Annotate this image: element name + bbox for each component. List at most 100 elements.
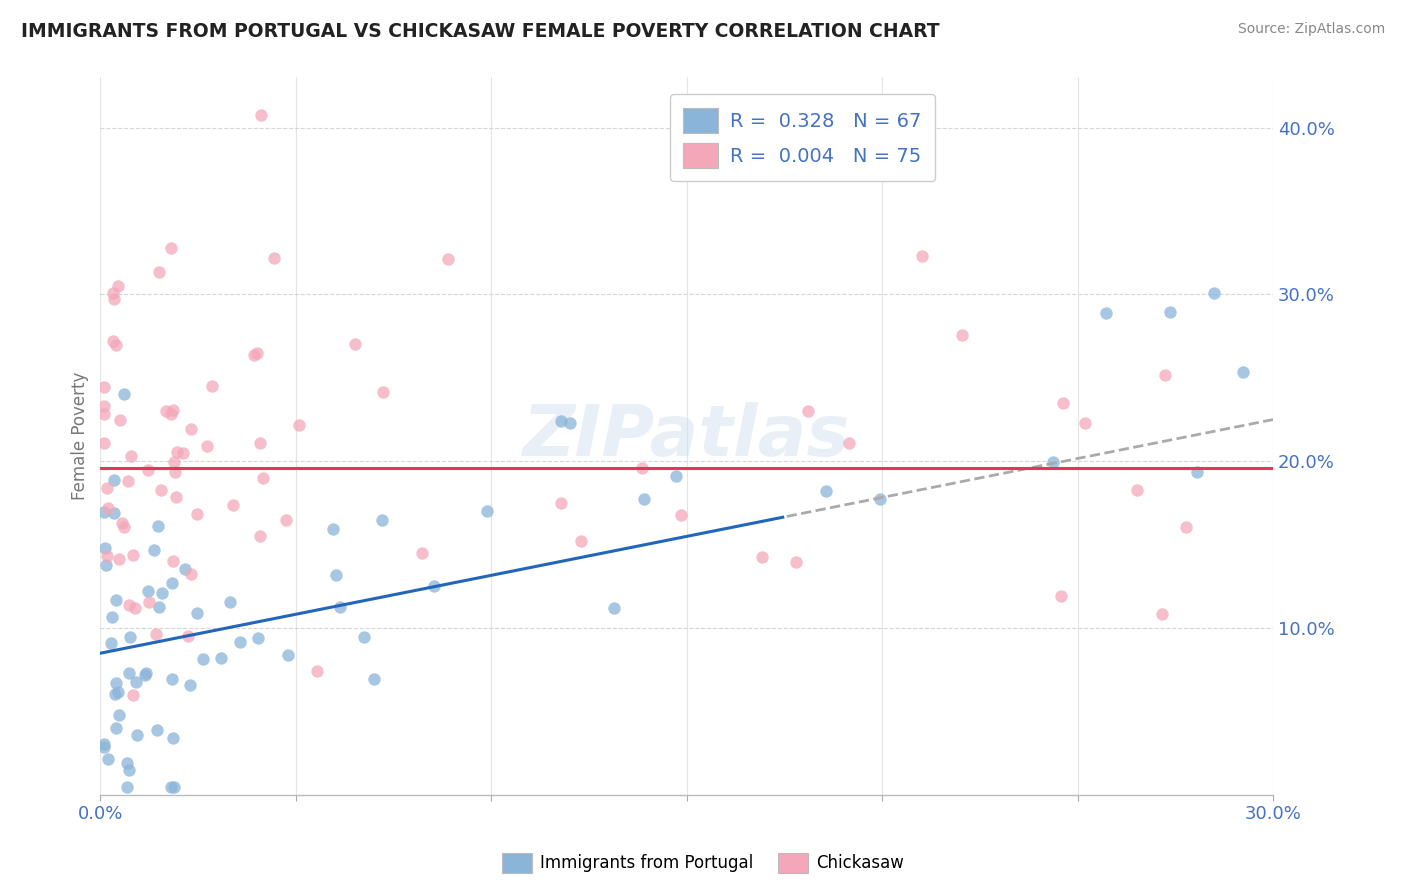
Point	[250, 108, 273, 122]
Point	[112, 387, 135, 401]
Point	[112, 520, 135, 534]
Point	[117, 475, 139, 489]
Legend: R =  0.328   N = 67, R =  0.004   N = 75: R = 0.328 N = 67, R = 0.004 N = 75	[669, 95, 935, 181]
Point	[305, 665, 328, 679]
Point	[186, 507, 208, 521]
Point	[373, 385, 395, 400]
Point	[162, 403, 184, 417]
Point	[602, 601, 624, 615]
Point	[155, 403, 177, 417]
Point	[288, 418, 311, 433]
Point	[838, 436, 860, 450]
Point	[249, 436, 271, 450]
Point	[105, 592, 128, 607]
Point	[329, 600, 352, 615]
Point	[229, 635, 252, 649]
Point	[1126, 483, 1149, 498]
Point	[209, 651, 232, 665]
Point	[125, 728, 148, 742]
Point	[148, 265, 170, 279]
Point	[797, 403, 820, 417]
Point	[122, 688, 145, 702]
Point	[343, 336, 366, 351]
Point	[103, 473, 125, 487]
Point	[411, 546, 433, 560]
Point	[1152, 607, 1174, 621]
Point	[246, 631, 269, 645]
Point	[149, 483, 172, 497]
Point	[118, 630, 141, 644]
Point	[136, 584, 159, 599]
Point	[252, 471, 274, 485]
Point	[96, 481, 118, 495]
Point	[325, 567, 347, 582]
Point	[249, 529, 271, 543]
Point	[166, 445, 188, 459]
Point	[97, 500, 120, 515]
Text: IMMIGRANTS FROM PORTUGAL VS CHICKASAW FEMALE POVERTY CORRELATION CHART: IMMIGRANTS FROM PORTUGAL VS CHICKASAW FE…	[21, 22, 939, 41]
Y-axis label: Female Poverty: Female Poverty	[72, 372, 89, 500]
Point	[550, 414, 572, 428]
Point	[160, 672, 183, 686]
Point	[159, 780, 181, 794]
Point	[162, 553, 184, 567]
Point	[243, 348, 266, 362]
Point	[174, 562, 197, 576]
Point	[159, 241, 181, 255]
Point	[108, 708, 131, 723]
Point	[1185, 465, 1208, 479]
Point	[162, 731, 184, 745]
Point	[180, 421, 202, 435]
Point	[120, 449, 142, 463]
Point	[437, 252, 460, 267]
Point	[93, 380, 115, 394]
Point	[274, 513, 297, 527]
Point	[1202, 285, 1225, 300]
Legend: Immigrants from Portugal, Chickasaw: Immigrants from Portugal, Chickasaw	[495, 847, 911, 880]
Point	[163, 465, 186, 479]
Point	[105, 721, 128, 735]
Point	[246, 346, 269, 360]
Point	[118, 599, 141, 613]
Point	[477, 504, 499, 518]
Point	[146, 518, 169, 533]
Point	[950, 327, 973, 342]
Point	[371, 513, 394, 527]
Point	[108, 412, 131, 426]
Point	[222, 498, 245, 512]
Point	[101, 334, 124, 348]
Point	[550, 496, 572, 510]
Point	[97, 752, 120, 766]
Point	[633, 492, 655, 507]
Point	[103, 506, 125, 520]
Point	[146, 723, 169, 738]
Point	[94, 558, 117, 572]
Point	[145, 627, 167, 641]
Point	[569, 533, 592, 548]
Text: ZIPatlas: ZIPatlas	[523, 401, 851, 471]
Point	[93, 436, 115, 450]
Point	[135, 666, 157, 681]
Point	[1042, 455, 1064, 469]
Point	[160, 576, 183, 591]
Point	[560, 416, 582, 430]
Point	[105, 675, 128, 690]
Point	[1052, 396, 1074, 410]
Point	[353, 630, 375, 644]
Point	[1232, 365, 1254, 379]
Point	[322, 523, 344, 537]
Point	[117, 780, 139, 794]
Point	[134, 668, 156, 682]
Point	[103, 293, 125, 307]
Point	[138, 595, 160, 609]
Point	[277, 648, 299, 662]
Point	[93, 739, 115, 754]
Point	[107, 685, 129, 699]
Point	[1094, 306, 1116, 320]
Point	[111, 516, 134, 530]
Point	[107, 279, 129, 293]
Point	[104, 687, 127, 701]
Point	[869, 491, 891, 506]
Point	[94, 541, 117, 555]
Point	[363, 672, 385, 686]
